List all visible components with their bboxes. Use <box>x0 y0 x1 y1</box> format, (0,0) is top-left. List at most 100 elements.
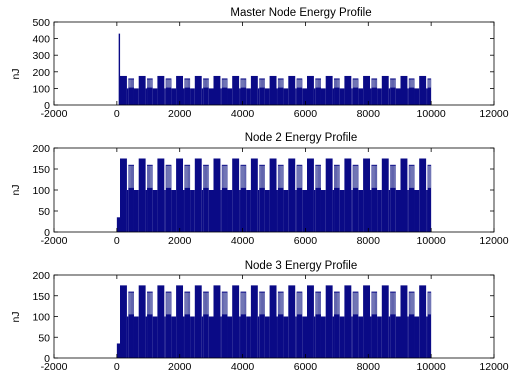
energy-bar <box>176 158 184 232</box>
energy-bar <box>133 190 139 232</box>
energy-bar <box>246 88 251 105</box>
energy-bar <box>183 190 185 232</box>
energy-bar <box>208 316 214 358</box>
x-tick-label: 8000 <box>357 108 381 120</box>
y-tick-label: 100 <box>32 312 50 324</box>
energy-bar <box>246 316 251 358</box>
energy-bar <box>221 164 228 232</box>
energy-bar <box>325 75 333 105</box>
energy-bar <box>264 316 270 358</box>
energy-bar <box>227 190 233 232</box>
energy-bar <box>208 88 214 105</box>
x-tick-label: 0 <box>114 361 120 373</box>
energy-bar <box>126 316 129 358</box>
energy-bar <box>220 316 222 358</box>
node-3-ylabel: nJ <box>10 311 22 322</box>
energy-bar <box>381 158 389 232</box>
energy-bar <box>302 190 307 232</box>
energy-bar <box>427 78 432 105</box>
energy-bar <box>307 75 314 105</box>
y-tick-label: 200 <box>32 143 50 155</box>
y-tick-label: 200 <box>32 67 50 79</box>
energy-bar <box>239 316 241 358</box>
energy-bar <box>419 75 427 105</box>
energy-bar <box>171 190 177 232</box>
energy-bar <box>352 291 359 358</box>
energy-bar <box>145 316 148 358</box>
energy-bar <box>427 291 432 358</box>
energy-bar <box>358 316 364 358</box>
node-3-panel: Node 3 Energy Profile nJ -2000 0 2000 4000 6… <box>10 260 509 373</box>
energy-bar <box>277 78 284 105</box>
energy-bar <box>171 88 177 105</box>
energy-bar <box>120 285 127 358</box>
energy-bar <box>220 190 222 232</box>
x-tick-label: 12000 <box>479 235 508 247</box>
energy-bar <box>232 285 240 358</box>
energy-bar <box>371 164 378 232</box>
x-tick-label: 10000 <box>417 361 446 373</box>
y-tick-label: 50 <box>38 206 50 218</box>
master-node-title: Master Node Energy Profile <box>230 7 371 19</box>
energy-bar <box>295 316 297 358</box>
energy-bar <box>427 164 432 232</box>
energy-bar <box>381 75 389 105</box>
energy-bar <box>157 75 165 105</box>
energy-bar <box>120 75 127 105</box>
energy-bar <box>358 190 364 232</box>
energy-bar <box>116 217 120 232</box>
energy-bar <box>183 88 185 105</box>
energy-bar <box>351 316 353 358</box>
energy-bar <box>269 285 277 358</box>
energy-bar <box>164 88 166 105</box>
energy-bar <box>147 78 153 105</box>
y-tick-label: 100 <box>32 83 50 95</box>
energy-bar <box>288 285 296 358</box>
x-tick-label: 8000 <box>357 235 381 247</box>
energy-bar <box>240 164 247 232</box>
energy-bar <box>276 190 278 232</box>
energy-bar <box>414 88 420 105</box>
y-tick-label: 0 <box>44 227 50 239</box>
energy-bar <box>339 190 345 232</box>
x-tick-label: 0 <box>114 108 120 120</box>
energy-bar <box>171 316 177 358</box>
y-tick-label: 100 <box>32 185 50 197</box>
energy-bar <box>239 88 241 105</box>
energy-bar <box>283 190 289 232</box>
energy-bar <box>307 285 314 358</box>
energy-bar <box>344 285 352 358</box>
energy-bar <box>295 88 297 105</box>
energy-bar <box>395 88 401 105</box>
energy-bar <box>128 164 134 232</box>
energy-bar <box>377 316 382 358</box>
energy-bar <box>152 190 158 232</box>
energy-bar <box>240 291 247 358</box>
y-tick-label: 0 <box>44 100 50 112</box>
x-tick-label: 2000 <box>168 108 192 120</box>
y-tick-label: 200 <box>32 270 50 282</box>
energy-bar <box>164 316 166 358</box>
energy-bar <box>339 316 345 358</box>
energy-bar <box>194 75 202 105</box>
y-tick-label: 300 <box>32 50 50 62</box>
energy-bar <box>363 285 371 358</box>
energy-bar <box>221 291 228 358</box>
energy-bar <box>388 316 391 358</box>
energy-bar <box>133 316 139 358</box>
y-tick-label: 150 <box>32 164 50 176</box>
energy-bar <box>302 316 307 358</box>
energy-bar <box>325 158 333 232</box>
energy-bar <box>426 88 428 105</box>
energy-bar <box>315 291 321 358</box>
energy-bar <box>352 78 359 105</box>
energy-bar <box>126 88 129 105</box>
energy-bar <box>408 78 415 105</box>
energy-bar <box>371 78 378 105</box>
energy-bar <box>344 158 352 232</box>
energy-bar <box>277 164 284 232</box>
energy-bar <box>313 190 316 232</box>
energy-bar <box>288 75 296 105</box>
node-2-panel: Node 2 Energy Profile nJ -2000 0 2000 4000 6… <box>10 132 509 247</box>
energy-bar <box>320 88 326 105</box>
